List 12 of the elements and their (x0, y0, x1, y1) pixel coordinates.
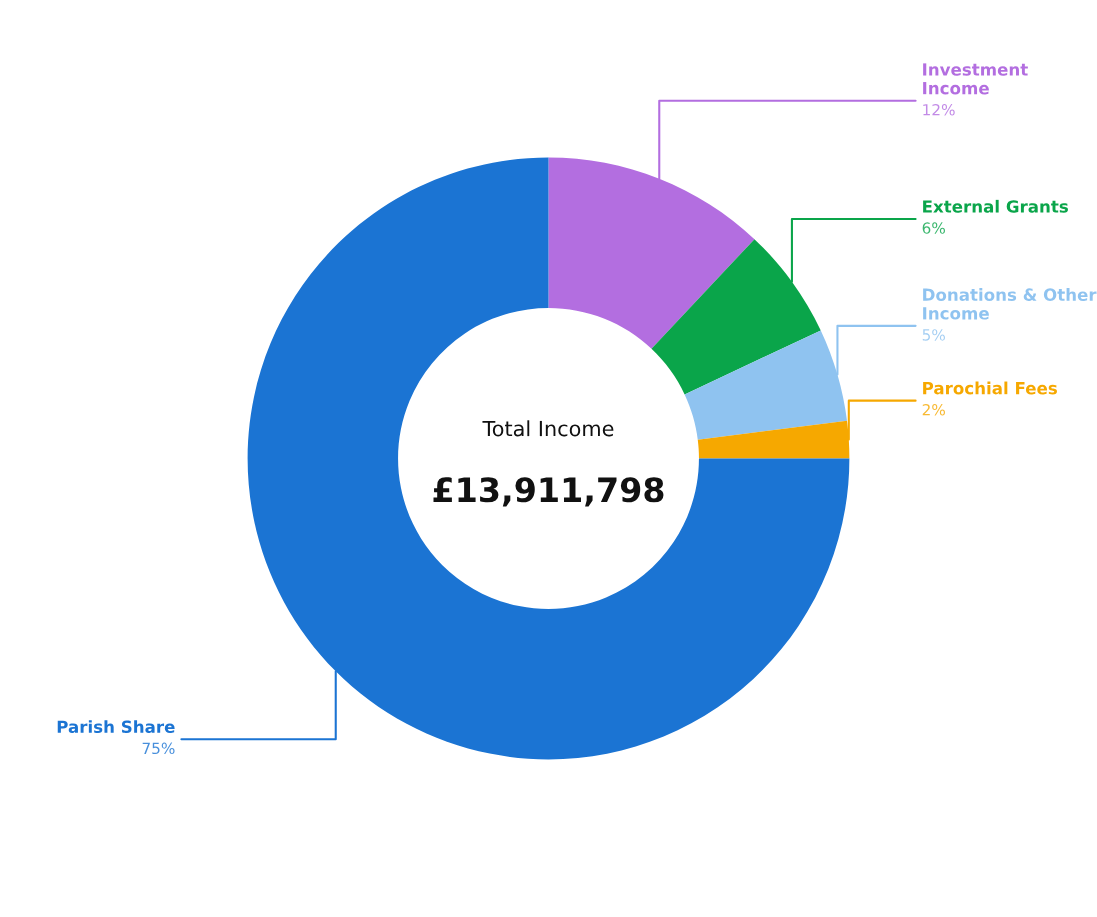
data-label: 75% (142, 742, 175, 755)
slice-label: Donations & Other Income (923, 288, 1097, 320)
slice-label: Parochial Fees (923, 381, 1057, 395)
data-label: 12% (923, 103, 955, 116)
data-label: 2% (922, 403, 945, 416)
data-label: 6% (922, 222, 945, 234)
text: £13,911,798 (433, 477, 664, 507)
slice-label: Investment Income (923, 63, 1028, 95)
text: Total Income (482, 420, 614, 437)
slice-label: External Grants (923, 199, 1068, 213)
data-label: 5% (922, 329, 945, 341)
slice-label: Parish Share (57, 720, 175, 734)
